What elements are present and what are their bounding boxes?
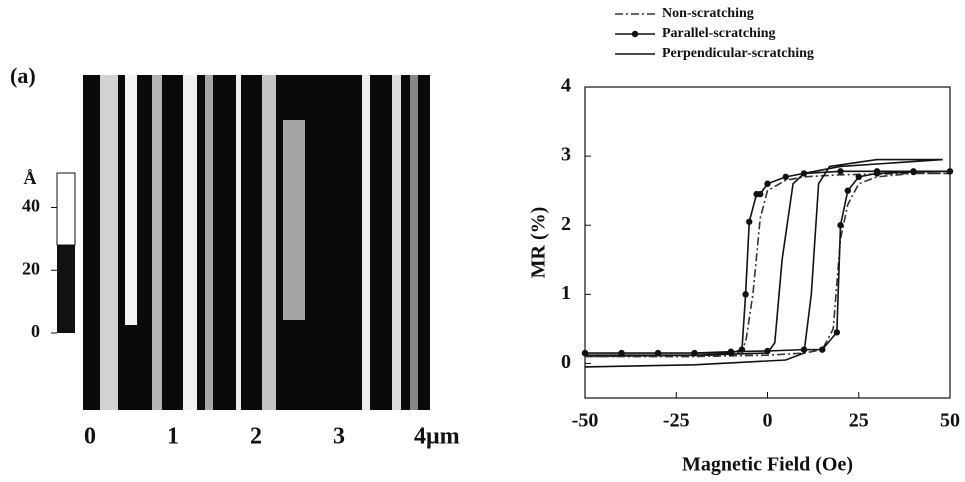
series-line: [585, 170, 951, 354]
colorbar-tick-label: 20: [22, 258, 40, 278]
x-tick-label: 25: [849, 410, 869, 432]
colorbar-tick-label: 0: [31, 321, 40, 341]
data-point: [837, 168, 844, 175]
data-point: [837, 222, 844, 229]
x-tick-label: 50: [940, 410, 960, 432]
data-point: [727, 349, 735, 357]
data-point: [855, 173, 862, 181]
y-tick-label: 4: [561, 75, 571, 97]
legend-label: Parallel-scratching: [662, 26, 776, 41]
data-point: [819, 346, 826, 353]
data-point: [738, 346, 746, 353]
data-point: [742, 291, 749, 298]
series-line: [584, 172, 950, 358]
x-tick-label: 4μm: [414, 424, 460, 450]
data-point: [764, 180, 771, 187]
y-axis-title: MR (%): [528, 207, 550, 279]
x-tick-label: 2: [250, 424, 262, 450]
data-point: [753, 190, 760, 198]
x-axis-title: Magnetic Field (Oe): [682, 454, 853, 476]
colorbar-unit: Å: [24, 168, 37, 188]
x-tick-label: 0: [84, 424, 96, 450]
y-tick-label: 2: [561, 213, 571, 235]
data-point: [746, 218, 753, 225]
colorbar-tick-label: 40: [22, 196, 40, 216]
panel-label: (a): [10, 63, 36, 88]
legend-marker: [631, 30, 639, 38]
legend-label: Non-scratching: [662, 6, 754, 21]
y-tick-label: 1: [561, 282, 571, 304]
series-line: [584, 158, 943, 368]
data-point: [910, 168, 917, 175]
legend-label: Perpendicular-scratching: [662, 46, 814, 61]
data-point: [833, 329, 841, 336]
x-tick-label: 3: [333, 424, 345, 450]
data-point: [844, 187, 851, 194]
data-point: [946, 168, 954, 175]
x-tick-label: -25: [663, 410, 690, 432]
y-tick-label: 3: [561, 144, 571, 166]
data-point: [873, 168, 881, 175]
data-point: [782, 173, 789, 181]
x-tick-label: 0: [763, 410, 773, 432]
colorbar-white: [56, 172, 76, 246]
afm-image: [83, 75, 430, 410]
x-tick-label: 1: [167, 424, 179, 450]
x-tick-label: -50: [572, 410, 599, 432]
y-tick-label: 0: [561, 351, 571, 373]
